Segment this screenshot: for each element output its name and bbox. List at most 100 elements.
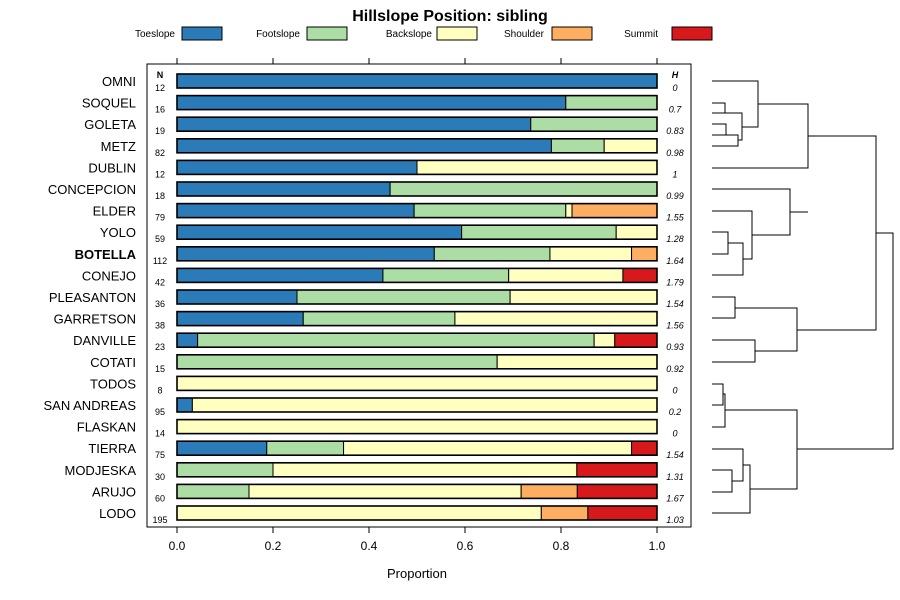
bar-metz-backslope	[603, 138, 658, 154]
dendro-branch	[712, 188, 791, 236]
bar-todos-backslope	[176, 375, 658, 391]
n-column-header: N	[157, 70, 164, 80]
bar-outline-conejo	[176, 267, 658, 284]
legend-swatch-backslope	[436, 26, 478, 41]
h-value-cotati: 0.92	[666, 364, 684, 374]
bar-outline-arujo	[176, 483, 658, 500]
h-value-concepcion: 0.99	[666, 191, 684, 201]
row-label-yolo: YOLO	[100, 225, 136, 240]
n-value-elder: 79	[155, 213, 165, 223]
x-tick-label: 0.4	[361, 539, 378, 553]
bar-tierra-backslope	[343, 440, 633, 456]
h-value-lodo: 1.03	[666, 515, 684, 525]
bar-pleasanton-toeslope	[176, 289, 298, 305]
n-value-flaskan: 14	[155, 429, 165, 439]
row-label-arujo: ARUJO	[92, 484, 136, 499]
row-label-pleasanton: PLEASANTON	[49, 290, 136, 305]
dendro-branch	[712, 469, 733, 493]
row-labels: OMNI SOQUEL GOLETA METZ DUBLIN CONCEPCION ELDE…	[44, 74, 137, 521]
bar-outline-concepcion	[176, 181, 658, 197]
h-value-elder: 1.55	[666, 213, 685, 223]
chart-title: Hillslope Position: sibling	[352, 8, 548, 25]
dendro-branch	[712, 448, 744, 482]
dendro-branch	[712, 231, 729, 255]
row-label-concepcion: CONCEPCION	[48, 182, 136, 197]
bar-outline-danville	[176, 332, 658, 349]
bar-elder-shoulder	[571, 203, 658, 219]
legend-swatch-shoulder	[551, 26, 593, 41]
h-value-garretson: 1.56	[666, 321, 684, 331]
bar-outline-dublin	[176, 159, 658, 176]
n-value-dublin: 12	[155, 169, 165, 179]
bar-danville-summit	[614, 332, 658, 348]
bar-tierra-summit	[631, 440, 658, 456]
n-value-san-andreas: 95	[155, 407, 165, 417]
legend: Toeslope Footslope Backslope Shoulder Summit	[135, 26, 713, 41]
row-label-modjeska: MODJESKA	[64, 463, 136, 478]
legend-swatch-footslope	[306, 26, 348, 41]
n-value-tierra: 75	[155, 450, 165, 460]
dendrogram	[712, 80, 894, 514]
n-value-cotati: 15	[155, 364, 165, 374]
bar-lodo-summit	[587, 505, 658, 521]
bar-outline-goleta	[176, 116, 658, 132]
bar-tierra-toeslope	[176, 440, 268, 456]
row-label-lodo: LODO	[99, 506, 136, 521]
legend-swatch-toeslope	[181, 26, 223, 41]
dendro-branch	[797, 232, 894, 450]
h-value-san-andreas: 0.2	[669, 407, 682, 417]
bar-modjeska-footslope	[176, 462, 274, 478]
bar-outline-omni	[176, 73, 658, 89]
bar-garretson-toeslope	[176, 311, 304, 327]
bar-tierra-footslope	[266, 440, 345, 456]
legend-label-footslope: Footslope	[256, 29, 300, 40]
legend-label-backslope: Backslope	[386, 29, 433, 40]
bars-layer	[176, 73, 658, 521]
h-value-pleasanton: 1.54	[666, 299, 684, 309]
h-value-omni: 0	[672, 83, 677, 93]
n-value-danville: 23	[155, 342, 165, 352]
bar-modjeska-summit	[576, 462, 658, 478]
bar-arujo-backslope	[248, 483, 522, 499]
bar-yolo-footslope	[461, 224, 617, 240]
dendro-branch	[725, 112, 743, 141]
bar-pleasanton-backslope	[509, 289, 658, 305]
n-value-pleasanton: 36	[155, 299, 165, 309]
bar-outline-modjeska	[176, 461, 658, 478]
h-values: 0 0.7 0.83 0.98 1 0.99 1.55 1.28 1.64 1.79 1.54 1.5…	[666, 83, 685, 525]
bar-botella-toeslope	[176, 246, 435, 262]
row-label-san-andreas: SAN ANDREAS	[44, 398, 137, 413]
x-tick-label: 0.8	[553, 539, 570, 553]
bar-garretson-footslope	[302, 311, 456, 327]
bar-outline-soquel	[176, 94, 658, 111]
bar-danville-toeslope	[176, 332, 199, 348]
bar-outline-yolo	[176, 224, 658, 240]
row-label-omni: OMNI	[102, 74, 136, 89]
bar-arujo-shoulder	[520, 483, 578, 499]
bar-elder-backslope	[565, 203, 573, 219]
bar-outline-botella	[176, 246, 658, 262]
row-label-flaskan: FLASKAN	[77, 420, 136, 435]
row-label-danville: DANVILLE	[73, 333, 136, 348]
h-value-danville: 0.93	[666, 342, 684, 352]
x-tick-label: 0.2	[265, 539, 282, 553]
bar-outline-cotati	[176, 353, 658, 370]
x-tick-label: 0.6	[457, 539, 474, 553]
bar-yolo-backslope	[615, 224, 658, 240]
bar-outline-lodo	[176, 505, 658, 521]
h-value-conejo: 1.79	[666, 277, 684, 287]
n-value-omni: 12	[155, 83, 165, 93]
row-label-botella: BOTELLA	[75, 247, 137, 262]
bar-metz-toeslope	[176, 138, 552, 154]
bar-botella-backslope	[549, 246, 633, 262]
dendro-branch	[712, 80, 759, 128]
dendro-branch	[712, 103, 809, 169]
n-value-metz: 82	[155, 148, 165, 158]
bar-outline-pleasanton	[176, 289, 658, 305]
dendro-branch	[712, 383, 724, 406]
row-label-tierra: TIERRA	[88, 441, 136, 456]
x-tick-label: 1.0	[649, 539, 666, 553]
bar-concepcion-toeslope	[176, 181, 391, 197]
row-label-cotati: COTATI	[90, 355, 136, 370]
n-value-goleta: 19	[155, 126, 165, 136]
